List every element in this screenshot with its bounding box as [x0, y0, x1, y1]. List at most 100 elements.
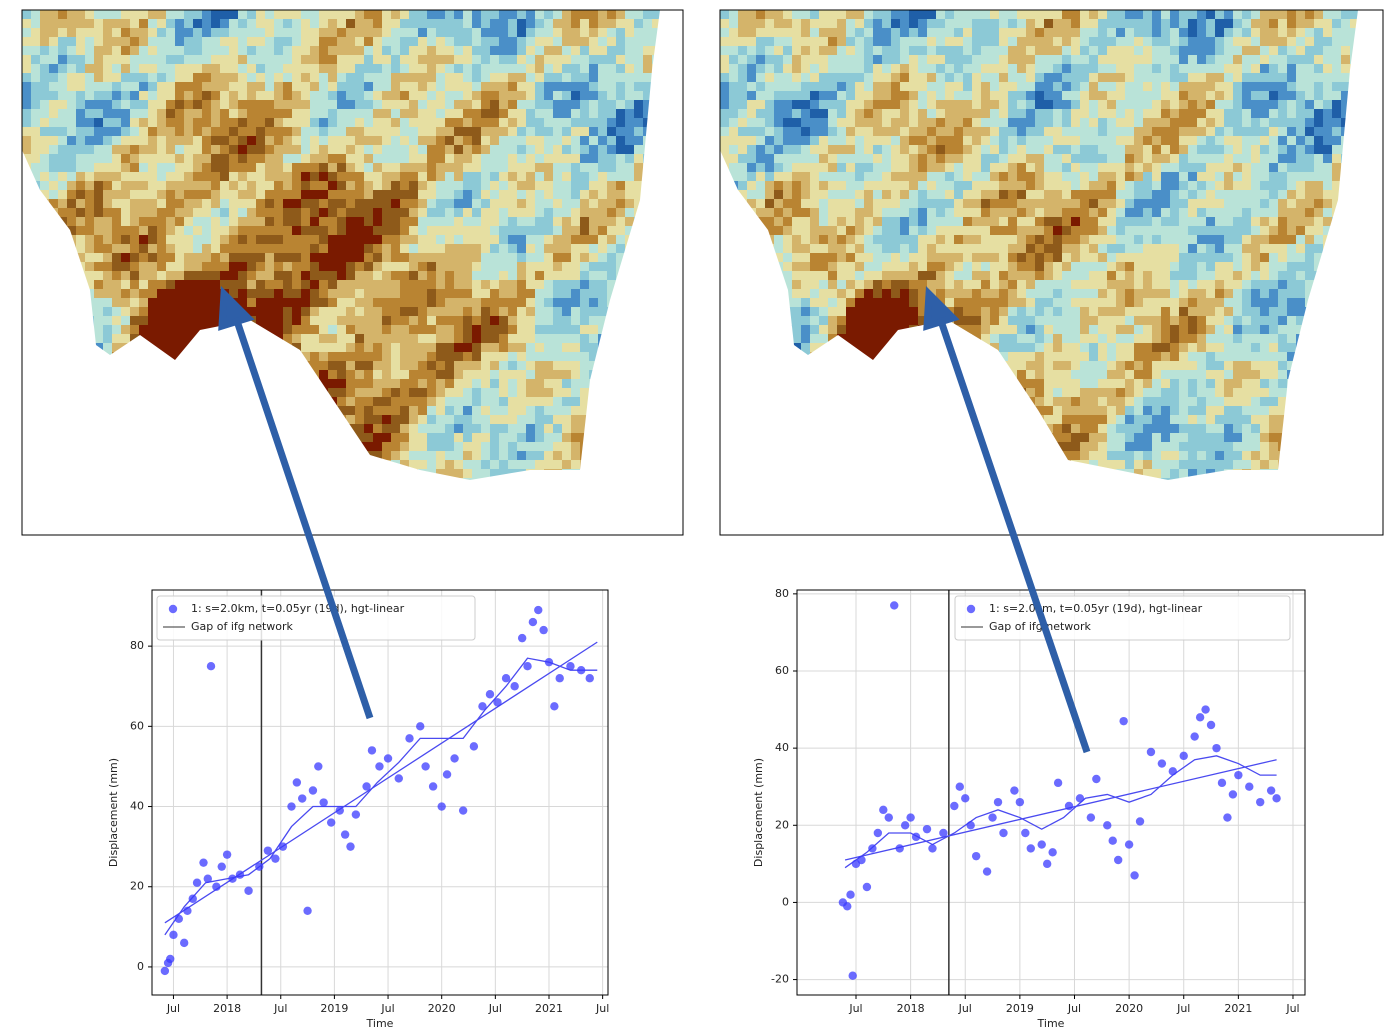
- map-cell: [301, 118, 310, 127]
- map-cell: [355, 82, 364, 91]
- map-cell: [130, 145, 139, 154]
- map-cell: [58, 199, 67, 208]
- map-cell: [1242, 73, 1251, 82]
- map-cell: [166, 127, 175, 136]
- map-cell: [1296, 19, 1305, 28]
- map-cell: [499, 478, 508, 487]
- map-cell: [391, 199, 400, 208]
- map-cell: [49, 298, 58, 307]
- map-cell: [499, 496, 508, 505]
- map-cell: [508, 433, 517, 442]
- map-cell: [229, 379, 238, 388]
- map-cell: [319, 262, 328, 271]
- map-cell: [490, 496, 499, 505]
- map-cell: [157, 406, 166, 415]
- map-cell: [598, 55, 607, 64]
- map-cell: [544, 226, 553, 235]
- map-cell: [292, 352, 301, 361]
- map-cell: [1143, 55, 1152, 64]
- map-cell: [463, 154, 472, 163]
- map-cell: [607, 523, 616, 532]
- map-cell: [67, 82, 76, 91]
- map-cell: [220, 469, 229, 478]
- map-cell: [1008, 55, 1017, 64]
- map-cell: [184, 37, 193, 46]
- map-cell: [103, 388, 112, 397]
- map-cell: [157, 370, 166, 379]
- map-cell: [355, 109, 364, 118]
- map-cell: [999, 28, 1008, 37]
- map-cell: [148, 289, 157, 298]
- map-cell: [472, 64, 481, 73]
- map-cell: [598, 190, 607, 199]
- map-cell: [193, 451, 202, 460]
- map-cell: [1098, 19, 1107, 28]
- map-cell: [472, 163, 481, 172]
- map-cell: [283, 55, 292, 64]
- map-cell: [1008, 37, 1017, 46]
- map-cell: [409, 109, 418, 118]
- map-cell: [256, 100, 265, 109]
- map-cell: [508, 82, 517, 91]
- map-cell: [193, 316, 202, 325]
- map-cell: [274, 100, 283, 109]
- map-cell: [175, 46, 184, 55]
- map-cell: [121, 280, 130, 289]
- map-cell: [490, 397, 499, 406]
- map-cell: [94, 109, 103, 118]
- map-cell: [94, 28, 103, 37]
- map-cell: [283, 316, 292, 325]
- map-cell: [472, 28, 481, 37]
- map-cell: [328, 208, 337, 217]
- map-cell: [139, 361, 148, 370]
- map-cell: [31, 523, 40, 532]
- map-cell: [256, 37, 265, 46]
- map-cell: [661, 172, 670, 181]
- map-cell: [148, 244, 157, 253]
- map-cell: [517, 460, 526, 469]
- map-cell: [211, 388, 220, 397]
- map-cell: [319, 505, 328, 514]
- map-cell: [553, 253, 562, 262]
- map-cell: [391, 217, 400, 226]
- map-cell: [130, 388, 139, 397]
- map-cell: [58, 370, 67, 379]
- map-cell: [589, 325, 598, 334]
- map-cell: [301, 343, 310, 352]
- map-cell: [337, 415, 346, 424]
- map-cell: [220, 271, 229, 280]
- map-cell: [544, 217, 553, 226]
- map-cell: [571, 10, 580, 19]
- map-cell: [1341, 10, 1350, 19]
- map-cell: [229, 163, 238, 172]
- map-cell: [472, 298, 481, 307]
- map-cell: [193, 10, 202, 19]
- map-cell: [58, 172, 67, 181]
- map-cell: [193, 433, 202, 442]
- map-cell: [103, 298, 112, 307]
- map-cell: [355, 460, 364, 469]
- map-cell: [382, 298, 391, 307]
- map-cell: [139, 145, 148, 154]
- map-cell: [184, 460, 193, 469]
- map-cell: [490, 316, 499, 325]
- map-cell: [454, 298, 463, 307]
- map-cell: [382, 127, 391, 136]
- map-cell: [765, 73, 774, 82]
- map-cell: [418, 451, 427, 460]
- map-cell: [319, 307, 328, 316]
- map-cell: [292, 523, 301, 532]
- map-cell: [481, 37, 490, 46]
- map-cell: [445, 235, 454, 244]
- map-cell: [508, 10, 517, 19]
- map-cell: [346, 10, 355, 19]
- map-cell: [490, 28, 499, 37]
- map-cell: [792, 37, 801, 46]
- map-cell: [346, 316, 355, 325]
- map-cell: [864, 10, 873, 19]
- map-cell: [328, 532, 337, 541]
- map-cell: [112, 262, 121, 271]
- map-cell: [819, 28, 828, 37]
- map-cell: [175, 172, 184, 181]
- map-cell: [391, 478, 400, 487]
